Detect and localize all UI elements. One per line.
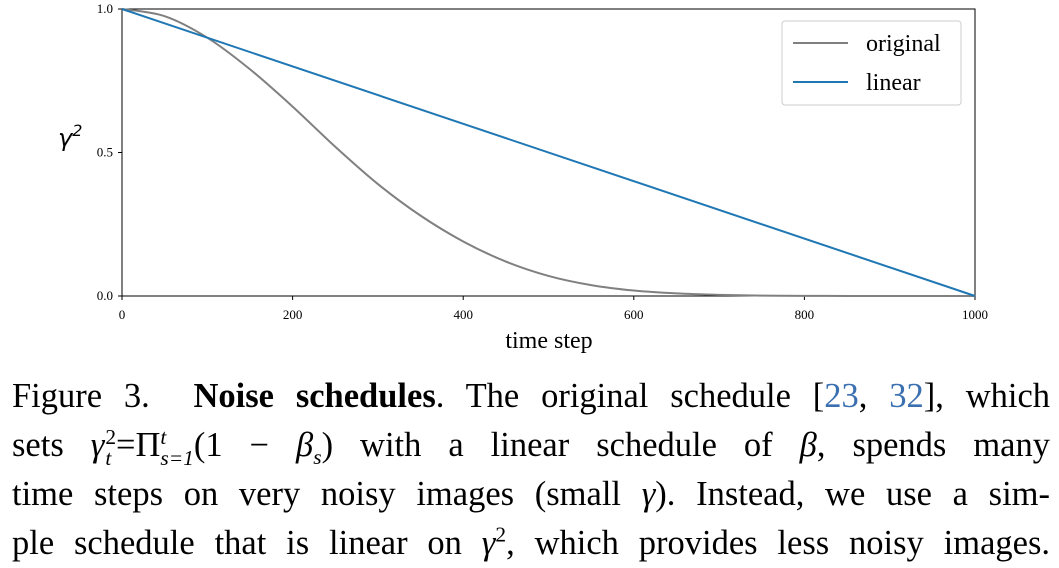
series-line-linear [121,8,976,297]
y-axis-label: γ2 [58,121,82,152]
caption-text: with a linear schedule of [333,426,800,464]
caption-line-1: Figure 3. Noise schedules. The original … [12,372,1050,421]
caption-math: ) [321,426,334,464]
caption-text: , [858,377,890,415]
math-beta: β [799,426,817,464]
x-tick-label: 800 [795,307,815,322]
caption-line-4: ple schedule that is linear on γ2, which… [12,519,1050,568]
caption-text: , which provides less noisy images. [506,524,1050,562]
y-axis-ticks: 0.0 0.5 1.0 [97,1,122,303]
x-tick-label: 400 [453,307,473,322]
legend: original linear [781,20,962,106]
caption-text: sets [12,426,91,464]
citation-link-23[interactable]: 23 [824,377,859,415]
series-line-original [121,8,975,298]
y-axis-label-base: γ [58,124,74,152]
figure-caption: Figure 3. Noise schedules. The original … [12,372,1050,568]
caption-text: ], which [923,377,1051,415]
y-axis-label-exponent: 2 [72,121,82,140]
math-gamma: γ [641,475,656,513]
caption-text: , spends many [816,426,1050,464]
math-gamma: γ [90,426,105,464]
series-layer [121,8,976,298]
figure-label: Figure 3. [12,377,150,415]
x-axis-ticks: 0 200 400 600 800 1000 [119,296,988,322]
caption-text: time steps on very noisy images (small [12,475,642,513]
chart: 0 200 400 600 800 1000 0.0 0.5 1.0 time step γ2… [58,1,988,354]
math-beta: β [296,426,314,464]
y-tick-label: 1.0 [97,1,113,16]
math-sup: 2 [495,522,507,547]
legend-label-linear: linear [866,70,921,96]
x-axis-label: time step [505,328,592,354]
caption-text: . The original schedule [ [435,377,825,415]
math-pi-scripts: t s=1 [160,424,194,471]
caption-text: ). Instead, we use a sim- [655,475,1050,513]
caption-text: ple schedule that is linear on [12,524,482,562]
caption-title: Noise schedules [193,377,436,415]
math-pi: =Π [116,426,161,464]
x-tick-label: 0 [119,307,126,322]
x-tick-label: 1000 [962,307,988,322]
caption-line-2: sets γ 2 t =Π t s=1 (1 − βs) with a linear sch… [12,421,1050,470]
y-tick-label: 0.5 [97,145,113,160]
math-gamma: γ [481,524,496,562]
math-sub: s [313,444,322,469]
x-tick-label: 200 [283,307,303,322]
legend-label-original: original [866,31,941,57]
y-tick-label: 0.0 [97,288,113,303]
caption-math: (1 − [193,426,297,464]
x-tick-label: 600 [624,307,644,322]
caption-line-3: time steps on very noisy images (small γ… [12,470,1050,519]
citation-link-32[interactable]: 32 [889,377,924,415]
